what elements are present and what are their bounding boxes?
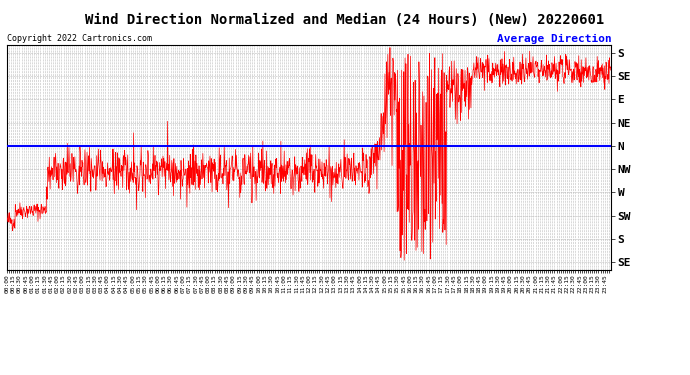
Text: Wind Direction Normalized and Median (24 Hours) (New) 20220601: Wind Direction Normalized and Median (24… [86, 13, 604, 27]
Text: Average Direction: Average Direction [497, 34, 611, 44]
Text: Copyright 2022 Cartronics.com: Copyright 2022 Cartronics.com [7, 34, 152, 43]
